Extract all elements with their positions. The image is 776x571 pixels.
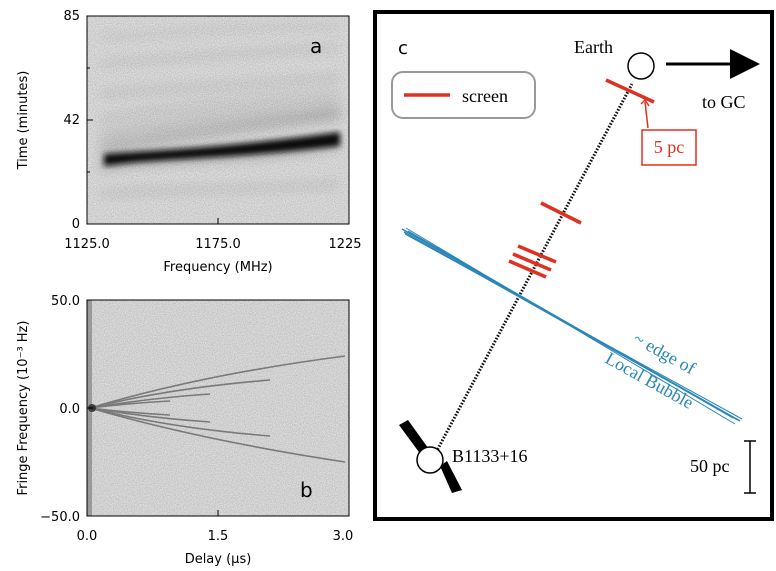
to-gc-label: to GC: [702, 92, 746, 112]
screen-cluster-1: [517, 244, 557, 264]
pulsar-label: B1133+16: [452, 446, 528, 466]
panel-c: c screen ~ edge of Local Bubble: [373, 10, 774, 521]
pulsar-marker: [399, 420, 462, 493]
panel-b-heatmap: [87, 300, 349, 516]
panel-a-ytick-42: 42: [63, 113, 80, 128]
scale-5pc-box: [641, 129, 697, 166]
panel-c-label: c: [398, 38, 408, 59]
panel-a-ytick-85: 85: [63, 9, 80, 24]
screen-near-earth: [605, 78, 655, 104]
local-bubble-edge: [401, 227, 743, 425]
panel-a: a 85 42 0 1125.0 1175.0 1225 Frequency (…: [16, 9, 362, 275]
panel-b-ytick-50: 50.0: [51, 294, 80, 309]
scale-bar-50pc: [744, 440, 756, 494]
panel-b-ylabel: Fringe Frequency (10⁻³ Hz): [16, 321, 31, 496]
panel-a-xtick-1225: 1225: [328, 237, 361, 252]
scattering-screens: [508, 78, 655, 279]
scale-5pc-label: 5 pc: [654, 137, 685, 157]
screen-middle: [540, 201, 582, 225]
panel-b-xtick-3: 3.0: [333, 529, 354, 544]
panel-b-xtick-1-5: 1.5: [208, 529, 229, 544]
panel-a-label: a: [310, 34, 322, 58]
screen-cluster-3: [508, 259, 547, 279]
scale-50pc-label: 50 pc: [690, 456, 730, 476]
panel-a-xtick-1175: 1175.0: [195, 237, 241, 252]
legend-screen-label: screen: [462, 86, 508, 106]
earth-label: Earth: [574, 37, 613, 57]
panel-b-xtick-0: 0.0: [77, 529, 98, 544]
panel-a-ytick-0: 0: [72, 217, 80, 232]
earth-marker: [627, 52, 655, 80]
legend: screen: [391, 71, 536, 119]
panel-a-ylabel: Time (minutes): [16, 71, 31, 171]
panel-b: b 50.0 0.0 −50.0 0.0 1.5 3.0 Delay (μs) …: [16, 294, 353, 567]
panel-a-xlabel: Frequency (MHz): [163, 260, 272, 275]
panel-b-label: b: [300, 478, 313, 502]
panel-b-xlabel: Delay (μs): [185, 552, 252, 567]
panel-a-xtick-1125: 1125.0: [64, 237, 110, 252]
screen-cluster-2: [512, 252, 552, 272]
panel-a-heatmap: [87, 16, 349, 224]
scale-5pc-pointer: [644, 101, 649, 129]
panel-b-ytick-neg50: −50.0: [40, 510, 80, 525]
panel-b-ytick-0: 0.0: [59, 402, 80, 417]
